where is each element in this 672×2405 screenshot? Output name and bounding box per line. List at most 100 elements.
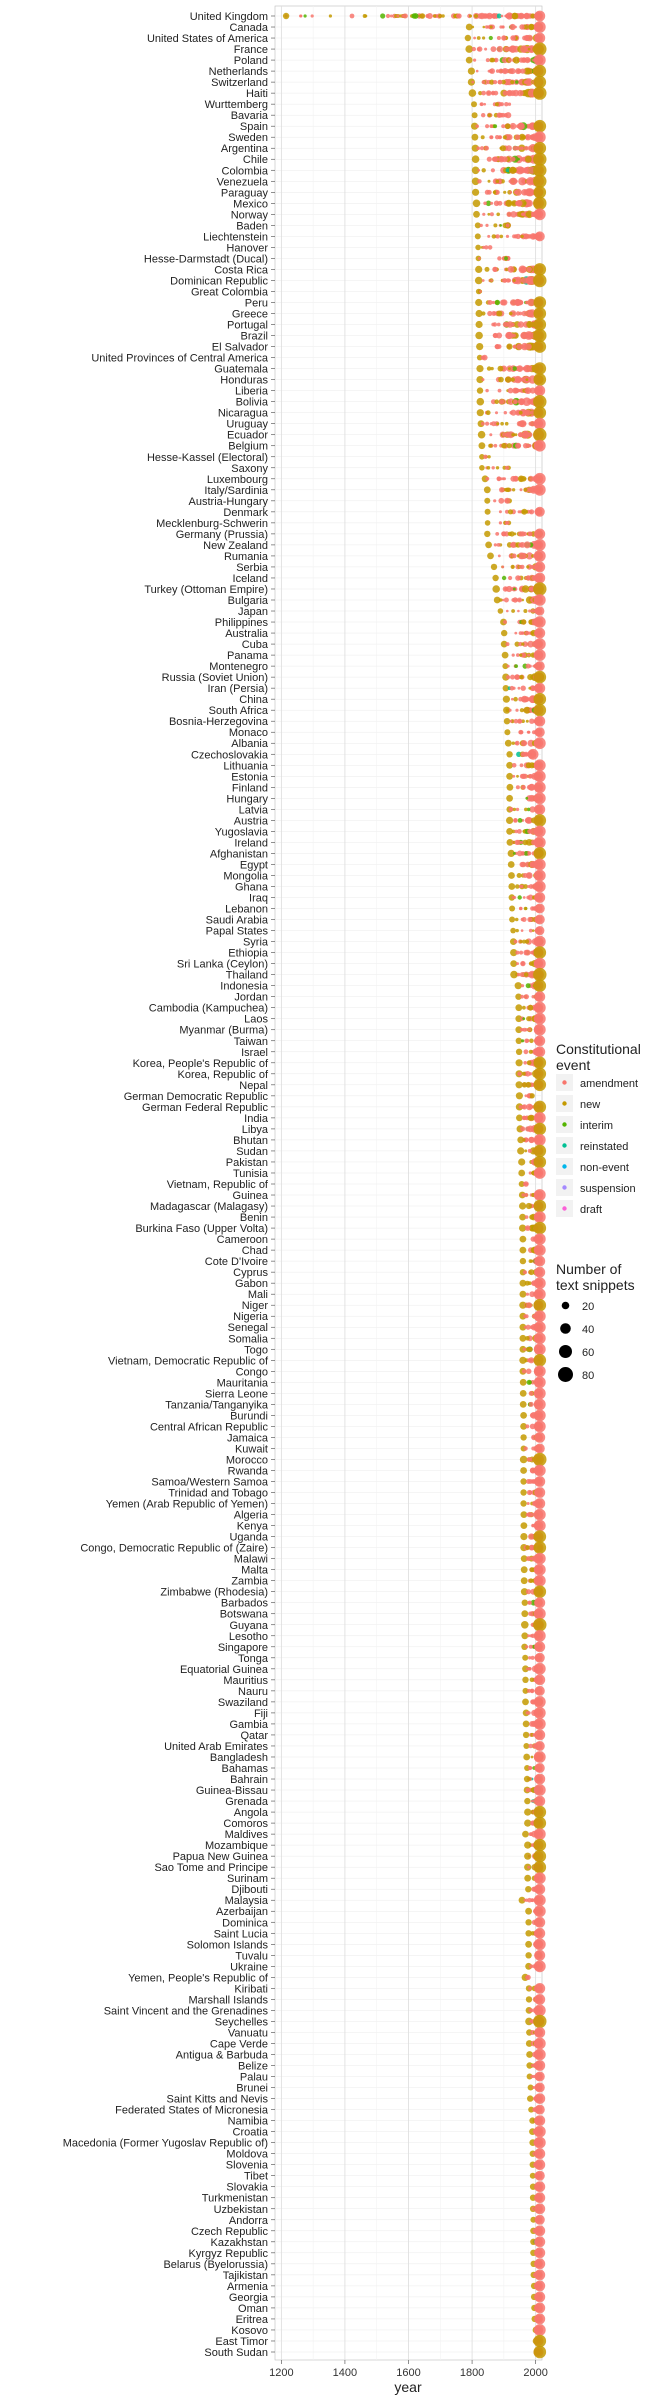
event-point [471,80,475,84]
event-point [481,113,486,118]
country-label: Armenia [227,2281,269,2293]
country-label: Ireland [234,837,268,849]
event-point [503,278,508,283]
event-point [521,1621,529,1629]
event-point [487,455,491,459]
event-point [528,1269,535,1276]
event-point [534,2269,546,2281]
event-point [476,409,484,417]
event-point [519,24,525,30]
country-label: Togo [244,1344,268,1356]
event-point [523,1743,530,1749]
event-point [468,89,477,97]
country-label: Germany (Prussia) [176,529,268,541]
event-point [517,80,521,84]
event-point [497,256,502,261]
country-label: Yemen, People's Republic of [128,1972,269,1984]
event-point [507,849,515,858]
event-point [522,1665,529,1673]
event-point [484,530,491,538]
event-point [512,366,517,371]
event-point [527,1634,530,1638]
event-point [506,321,514,328]
event-point [511,201,515,205]
event-point [471,112,478,119]
event-point [519,1279,527,1287]
event-point [519,972,525,978]
event-point [534,2192,546,2204]
event-point [533,1696,546,1708]
event-point [520,1555,528,1562]
event-point [478,442,486,450]
event-point [521,135,526,140]
event-point [534,661,545,672]
event-point [525,663,531,669]
event-point [523,972,529,977]
event-point [498,497,505,504]
event-point [527,653,530,657]
event-point [518,1105,523,1109]
country-label: Uganda [229,1532,268,1544]
country-label: Mauritania [217,1377,269,1389]
event-point [478,12,486,20]
event-point [510,124,514,128]
event-point [514,433,518,437]
event-point [282,12,290,20]
event-point [534,892,546,903]
event-point [534,2203,546,2215]
country-label: Malawi [234,1554,268,1566]
event-point [533,208,546,221]
event-point [517,895,522,900]
country-label: Argentina [221,143,269,155]
event-point [501,279,505,282]
event-point [489,79,495,85]
event-point [533,814,547,827]
event-point [502,695,510,703]
event-point [476,365,484,373]
event-point [488,69,494,74]
event-point [496,322,501,327]
event-point [487,300,493,305]
event-point [521,430,530,439]
event-point [501,442,507,449]
event-point [501,25,505,29]
country-label: Bahamas [222,1763,269,1775]
event-point [533,1607,546,1620]
event-point [498,598,503,602]
event-point [511,697,514,701]
event-point [501,79,506,85]
event-point [527,298,535,307]
country-label: Mozambique [205,1840,268,1852]
event-point [516,962,519,966]
country-label: Tibet [244,2171,268,2183]
event-point [533,2345,547,2359]
event-point [471,177,480,186]
event-point [481,90,486,96]
event-point [534,682,546,694]
event-point [473,58,477,62]
event-point [517,1136,525,1144]
event-point [510,543,514,547]
event-point [534,528,546,540]
event-point [534,914,545,925]
country-label: Ethiopia [228,948,269,960]
event-point [506,334,510,337]
event-point [527,80,531,84]
event-point [533,1541,547,1554]
event-point [534,1035,546,1047]
event-point [527,1094,531,1098]
event-point [530,410,535,415]
event-point [519,940,523,944]
event-point [529,806,536,813]
event-point [529,1359,532,1362]
event-point [533,1519,546,1532]
event-point [525,1081,532,1088]
event-point [524,1808,532,1816]
event-point [519,1378,527,1386]
event-point [505,509,509,514]
event-point [523,1753,531,1761]
event-point [534,32,546,44]
event-point [506,443,512,449]
